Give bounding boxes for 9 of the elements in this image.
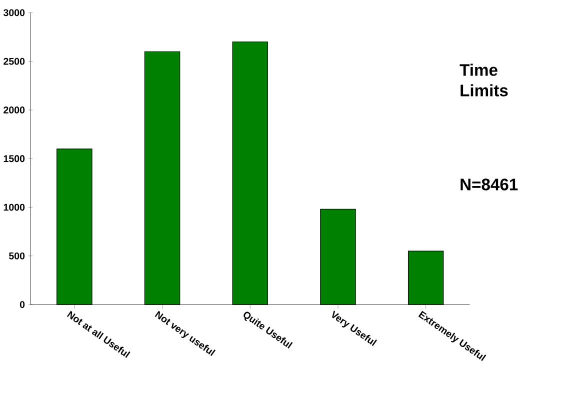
text: Time Limits <box>460 64 508 96</box>
y-tick-label: 2000 <box>4 106 25 114</box>
y-tick-label: 2500 <box>4 58 25 65</box>
y-tick-label: 1500 <box>4 155 25 162</box>
y-tick-label: 3000 <box>3 9 25 16</box>
y-tick-label: 1000 <box>4 204 25 211</box>
annotation: N=8461 <box>460 178 518 190</box>
y-tick-label: 500 <box>8 252 25 260</box>
y-tick-label: 0 <box>20 301 25 308</box>
